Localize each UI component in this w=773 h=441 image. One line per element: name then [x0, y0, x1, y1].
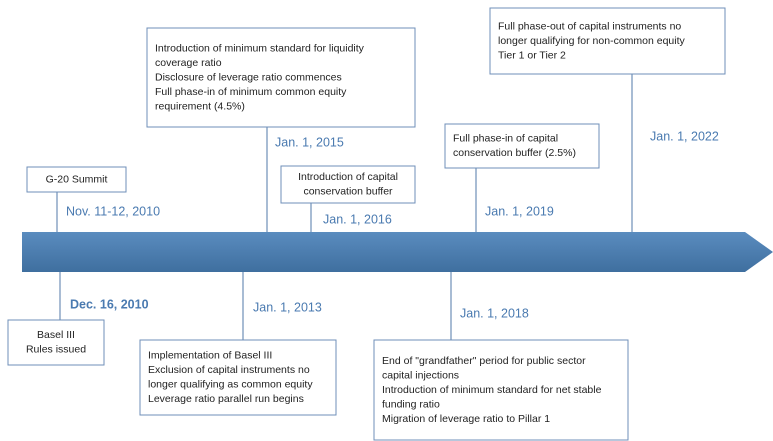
event-box [7, 319, 105, 366]
event-text: Tier 1 or Tier 2 [498, 49, 566, 61]
event-box [146, 27, 416, 128]
event-date: Jan. 1, 2015 [275, 135, 344, 149]
event-date: Jan. 1, 2018 [460, 306, 529, 320]
event-text: requirement (4.5%) [155, 100, 245, 112]
event-date: Nov. 11-12, 2010 [66, 204, 160, 218]
event-box [26, 166, 127, 193]
event-box [139, 339, 337, 416]
event-text: Full phase-in of minimum common equity [155, 86, 347, 98]
timeline-arrow [22, 232, 773, 272]
event-box [373, 339, 629, 441]
event-text: conservation buffer [303, 186, 393, 198]
event-text: coverage ratio [155, 57, 222, 69]
event-text: Leverage ratio parallel run begins [148, 393, 304, 405]
event-text: Full phase-in of capital [453, 133, 558, 145]
event-text: Rules issued [26, 344, 86, 356]
event-text: conservation buffer (2.5%) [453, 147, 576, 159]
event-text: Basel III [37, 329, 75, 341]
event-text: Exclusion of capital instruments no [148, 364, 310, 376]
event-text: Introduction of minimum standard for liq… [155, 42, 365, 54]
event-text: longer qualifying for non-common equity [498, 35, 686, 47]
event-box [489, 7, 726, 75]
event-date: Jan. 1, 2022 [650, 129, 719, 143]
event-text: Migration of leverage ratio to Pillar 1 [382, 413, 550, 425]
event-box [444, 123, 600, 169]
event-text: funding ratio [382, 398, 440, 410]
event-text: End of "grandfather" period for public s… [382, 355, 586, 367]
event-date: Jan. 1, 2019 [485, 204, 554, 218]
event-text: Disclosure of leverage ratio commences [155, 71, 342, 83]
event-text: Introduction of capital [298, 171, 398, 183]
event-text: Implementation of Basel III [148, 350, 272, 362]
event-box [280, 165, 416, 204]
event-text: longer qualifying as common equity [148, 379, 313, 391]
event-date: Dec. 16, 2010 [70, 297, 149, 311]
event-text: capital injections [382, 369, 459, 381]
event-text: Full phase-out of capital instruments no [498, 20, 681, 32]
event-text: Introduction of minimum standard for net… [382, 384, 602, 396]
event-date: Jan. 1, 2016 [323, 212, 392, 226]
event-text: G-20 Summit [46, 173, 108, 185]
event-date: Jan. 1, 2013 [253, 300, 322, 314]
